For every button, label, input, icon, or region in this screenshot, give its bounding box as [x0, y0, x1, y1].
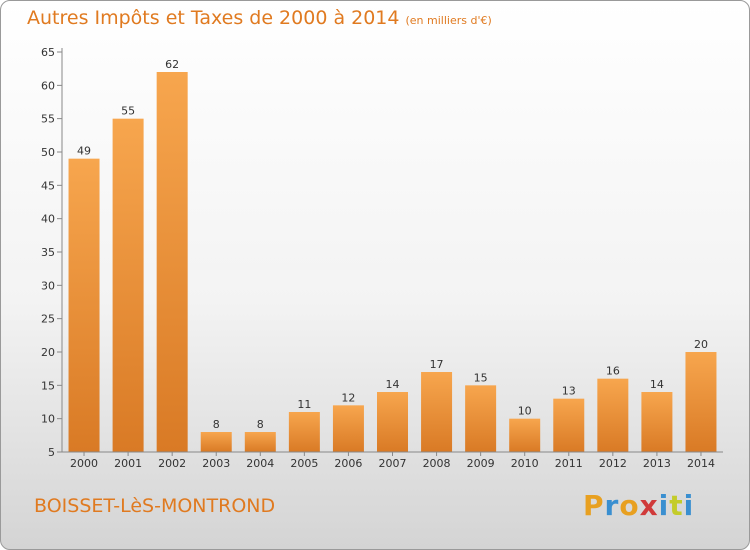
bar-2008: [421, 372, 453, 452]
axis-ticks: 5 10 15 20 25 30 35 40 45 50 55 60 65 2000 2001 2002 200…: [41, 46, 715, 470]
y-tick-label: 45: [41, 179, 55, 192]
data-label-2001: 55: [121, 105, 135, 118]
data-label-2002: 62: [165, 58, 179, 71]
y-tick-label: 40: [41, 213, 55, 226]
logo-letter: P: [583, 489, 605, 522]
data-label-2004: 8: [257, 418, 264, 431]
x-tick-label-2005: 2005: [290, 457, 318, 470]
x-tick-label-2000: 2000: [70, 457, 98, 470]
data-label-2005: 11: [297, 398, 311, 411]
bar-2014: [685, 352, 717, 452]
chart-title: Autres Impôts et Taxes de 2000 à 2014 (en…: [27, 7, 492, 29]
logo-letter: i: [658, 489, 670, 522]
y-tick-label: 35: [41, 246, 55, 259]
bar-2011: [553, 398, 585, 452]
bar-2003: [200, 432, 232, 452]
y-tick-label: 25: [41, 313, 55, 326]
logo-letter: r: [604, 489, 620, 522]
data-label-2007: 14: [386, 378, 400, 391]
bar-2006: [332, 405, 364, 452]
bar-2007: [377, 392, 408, 452]
data-label-2012: 16: [606, 365, 620, 378]
data-label-2011: 13: [562, 385, 576, 398]
x-tick-label-2002: 2002: [158, 457, 186, 470]
chart-unit: (en milliers d'€): [405, 14, 492, 27]
bar-2000: [68, 158, 100, 452]
y-tick-label: 30: [41, 279, 55, 292]
x-tick-label-2009: 2009: [467, 457, 495, 470]
x-tick-label-2010: 2010: [511, 457, 539, 470]
logo-letter: i: [683, 489, 695, 522]
x-tick-label-2011: 2011: [555, 457, 583, 470]
logo-letter: x: [639, 489, 659, 522]
data-label-2008: 17: [430, 358, 444, 371]
proxiti-logo: Proxiti: [583, 489, 694, 522]
y-tick-label: 15: [41, 379, 55, 392]
y-tick-label: 5: [48, 446, 55, 459]
x-tick-label-2007: 2007: [379, 457, 407, 470]
x-tick-label-2014: 2014: [687, 457, 715, 470]
data-label-2006: 12: [341, 391, 355, 404]
logo-letter: t: [669, 489, 684, 522]
bar-2002: [156, 72, 188, 452]
data-label-2009: 15: [474, 371, 488, 384]
x-tick-label-2004: 2004: [246, 457, 274, 470]
y-tick-label: 55: [41, 113, 55, 126]
commune-name: BOISSET-LèS-MONTROND: [34, 495, 276, 517]
y-tick-label: 20: [41, 346, 55, 359]
bars: 49 55 62 8 8 11 12 14 17 15 10 13 16 14 20: [68, 58, 717, 453]
bar-2004: [244, 432, 276, 452]
chart-title-text: Autres Impôts et Taxes de 2000 à 2014: [27, 7, 400, 29]
bar-2013: [641, 392, 673, 452]
bar-2005: [288, 412, 320, 452]
data-label-2003: 8: [213, 418, 220, 431]
x-tick-label-2013: 2013: [643, 457, 671, 470]
data-label-2014: 20: [694, 338, 708, 351]
logo-letter: o: [619, 489, 640, 522]
x-tick-label-2001: 2001: [114, 457, 142, 470]
y-tick-label: 65: [41, 46, 55, 59]
x-tick-label-2006: 2006: [334, 457, 362, 470]
bar-2012: [597, 378, 629, 452]
x-tick-label-2008: 2008: [423, 457, 451, 470]
x-tick-label-2012: 2012: [599, 457, 627, 470]
bar-2010: [509, 418, 541, 452]
y-tick-label: 60: [41, 79, 55, 92]
data-label-2013: 14: [650, 378, 664, 391]
y-tick-label: 50: [41, 146, 55, 159]
bar-2001: [112, 118, 144, 453]
data-label-2000: 49: [77, 145, 91, 158]
x-tick-label-2003: 2003: [202, 457, 230, 470]
y-tick-label: 10: [41, 413, 55, 426]
bar-2009: [465, 385, 497, 452]
data-label-2010: 10: [518, 405, 532, 418]
